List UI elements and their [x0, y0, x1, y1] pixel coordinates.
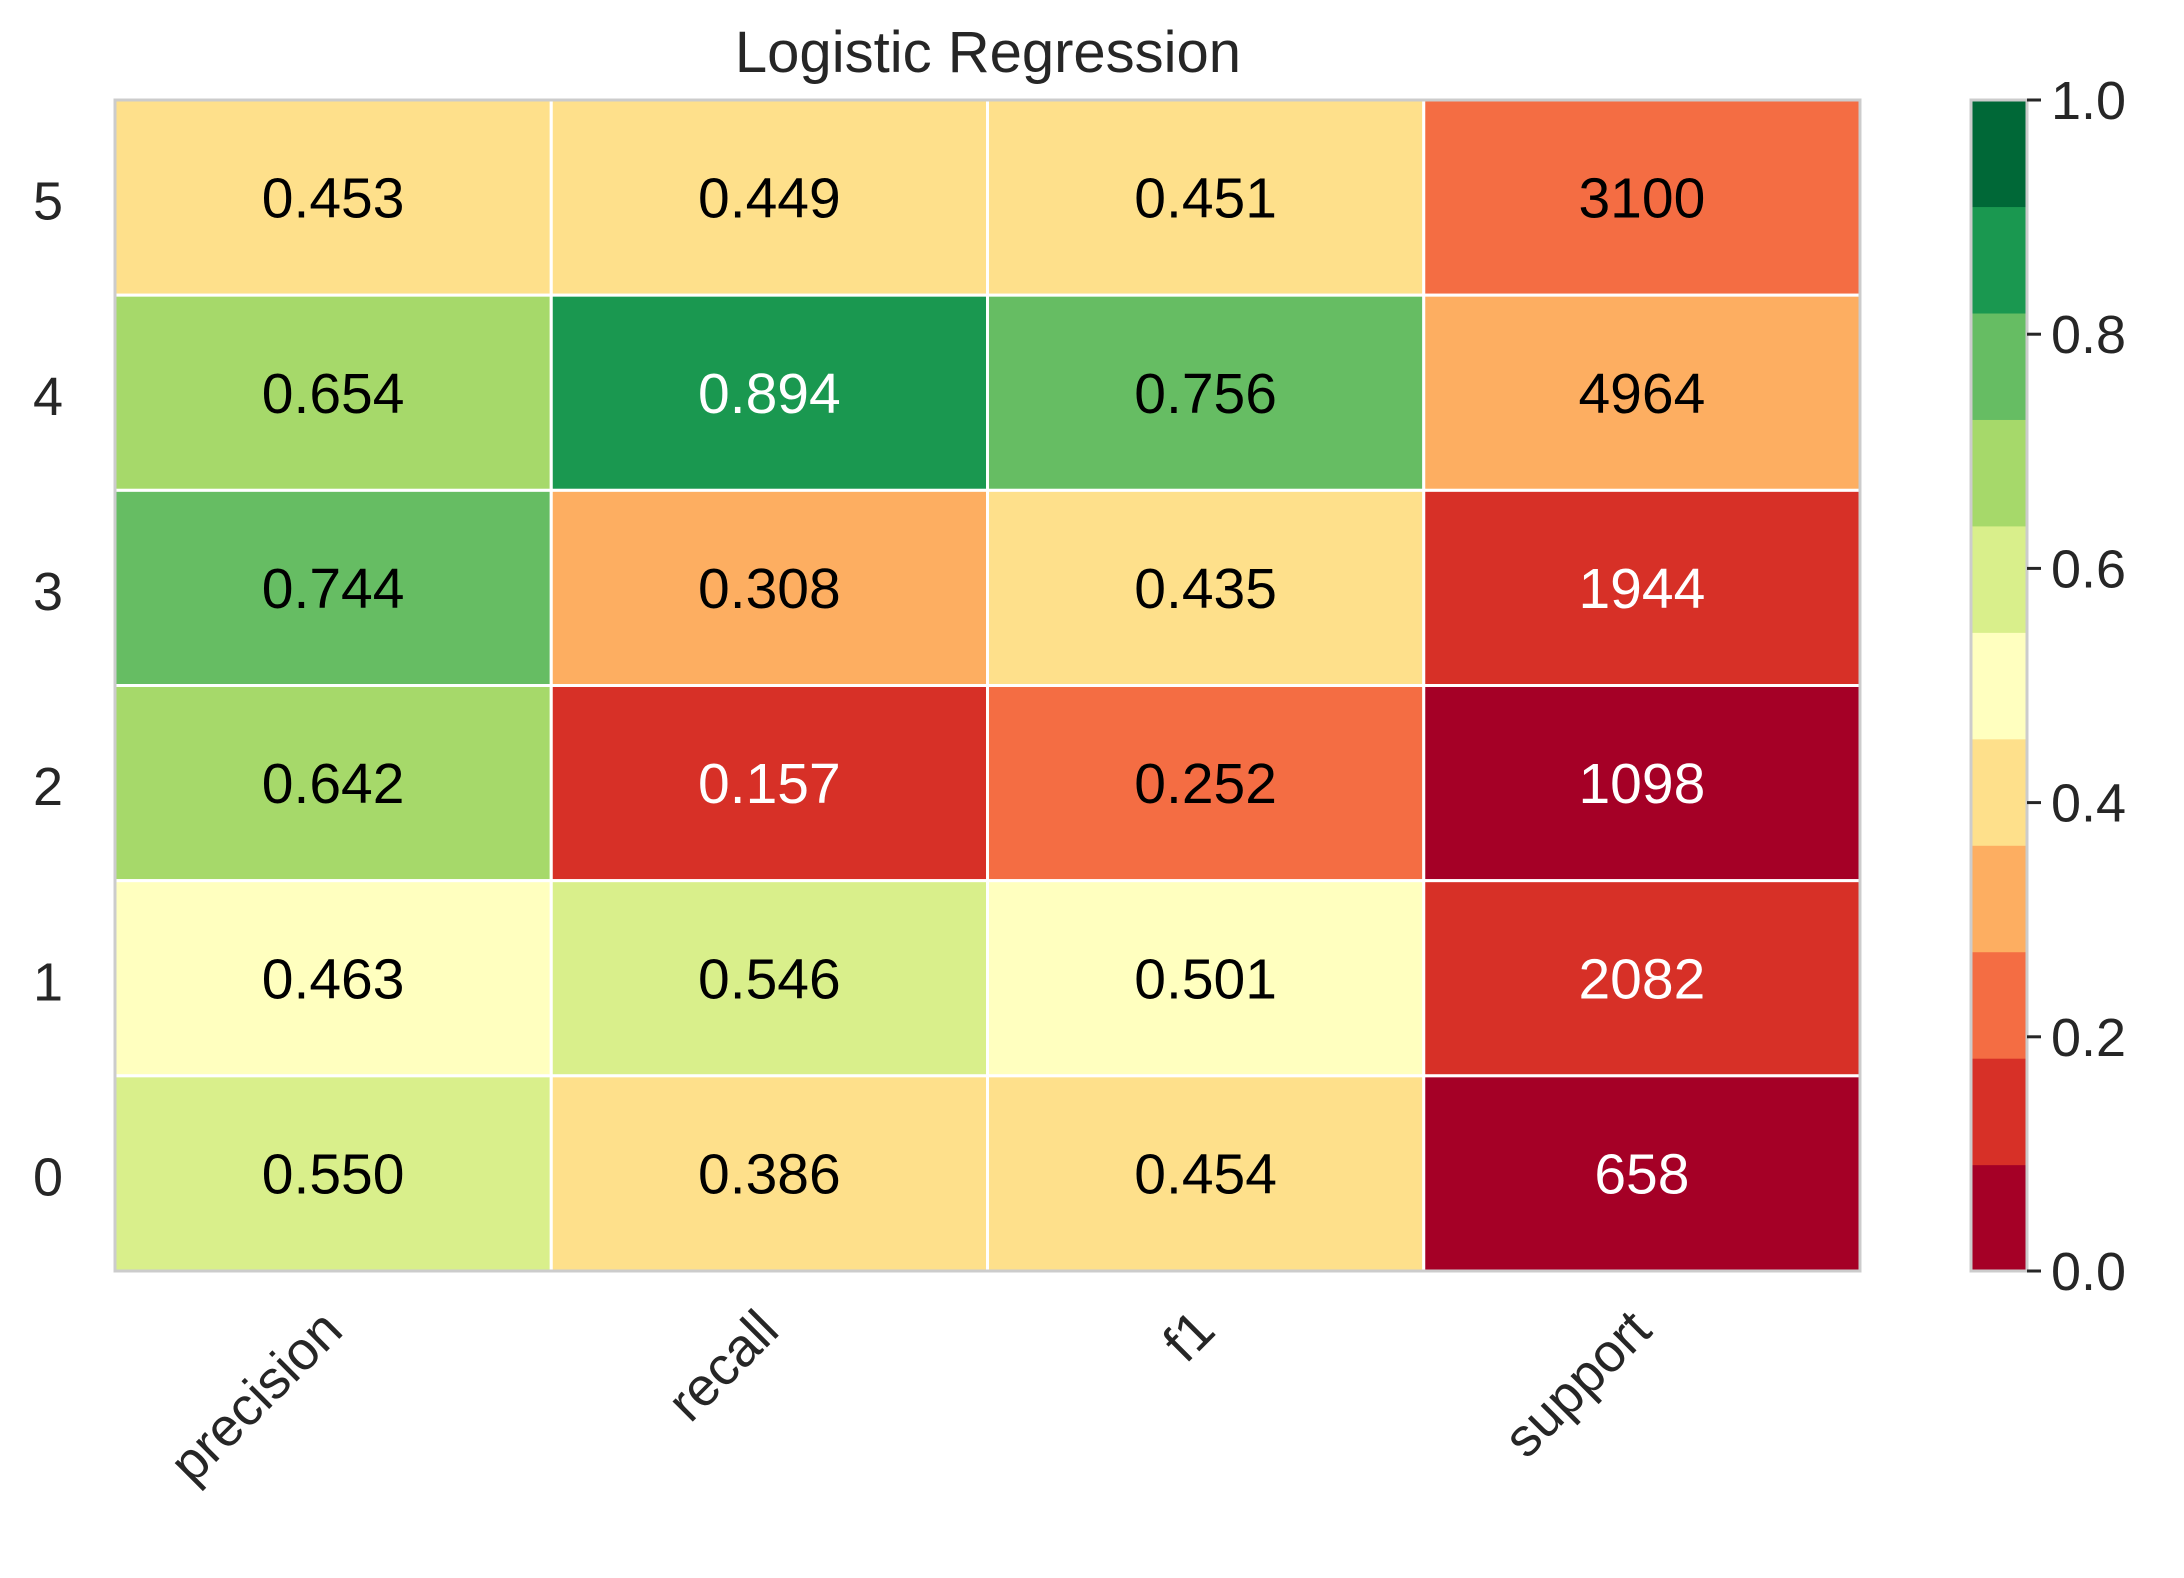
cell-value-label: 1944: [1578, 557, 1705, 621]
cell-value-label: 0.654: [262, 362, 405, 426]
y-tick-label: 3: [33, 562, 63, 622]
heatmap-cell: [549, 98, 989, 297]
heatmap-cell: [113, 1074, 553, 1273]
heatmap-cell: [113, 293, 553, 492]
colorbar-frame: [1969, 98, 2029, 1273]
colorbar-segment: [1971, 100, 2027, 208]
plot-frame: [113, 98, 1862, 1273]
heatmap-cell: [113, 98, 553, 297]
colorbar-segment: [1971, 632, 2027, 740]
y-tick-label: 2: [33, 757, 63, 817]
cell-value-label: 2082: [1578, 947, 1705, 1011]
heatmap-cells: 0.453 0.449 0.451 3100 0.654 0.894 0.756 4964 0.…: [113, 98, 1862, 1273]
colorbar-segment: [1971, 206, 2027, 314]
x-tick-label: recall: [656, 1299, 790, 1433]
cell-value-label: 0.642: [262, 752, 405, 816]
colorbar-tick-label: 0.0: [2051, 1242, 2126, 1302]
y-tick-label: 5: [33, 172, 63, 232]
cell-value-label: 0.454: [1134, 1142, 1277, 1206]
cell-value-label: 0.453: [262, 167, 405, 231]
x-tick-label: precision: [158, 1299, 353, 1494]
heatmap-cell: [986, 1074, 1426, 1273]
heatmap-cell: [1422, 293, 1862, 492]
colorbar-segment: [1971, 845, 2027, 953]
colorbar: 0.0 0.2 0.4 0.6 0.8 1.0: [1969, 71, 2126, 1302]
cell-value-label: 0.501: [1134, 947, 1277, 1011]
heatmap-cell: [986, 684, 1426, 883]
colorbar-tick-label: 0.6: [2051, 539, 2126, 599]
y-tick-label: 1: [33, 952, 63, 1012]
heatmap-cell: [549, 293, 989, 492]
cell-value-label: 0.550: [262, 1142, 405, 1206]
heatmap-cell: [986, 879, 1426, 1078]
chart-title: Logistic Regression: [735, 20, 1241, 85]
colorbar-tick-label: 1.0: [2051, 71, 2126, 131]
cell-value-label: 0.252: [1134, 752, 1277, 816]
colorbar-segment: [1971, 419, 2027, 527]
cell-value-label: 0.894: [698, 362, 841, 426]
x-tick-labels: precision recall f1 support: [158, 1299, 1662, 1494]
colorbar-segment: [1971, 738, 2027, 846]
cell-value-label: 658: [1594, 1142, 1689, 1206]
y-tick-label: 0: [33, 1147, 63, 1207]
cell-value-label: 0.435: [1134, 557, 1277, 621]
y-tick-label: 4: [33, 367, 63, 427]
cell-value-label: 3100: [1578, 167, 1705, 231]
heatmap-cell: [1422, 98, 1862, 297]
colorbar-segment: [1971, 312, 2027, 420]
heatmap-cell: [1422, 879, 1862, 1078]
colorbar-tick-label: 0.8: [2051, 305, 2126, 365]
x-tick-label: support: [1493, 1299, 1663, 1469]
cell-value-label: 0.451: [1134, 167, 1277, 231]
cell-value-label: 0.756: [1134, 362, 1277, 426]
colorbar-segment: [1971, 951, 2027, 1059]
cell-value-label: 0.157: [698, 752, 841, 816]
heatmap-cell: [549, 879, 989, 1078]
y-tick-labels: 5 4 3 2 1 0: [33, 172, 63, 1208]
heatmap-cell: [1422, 488, 1862, 688]
cell-value-label: 0.386: [698, 1142, 841, 1206]
heatmap-cell: [113, 879, 553, 1078]
cell-value-label: 0.463: [262, 947, 405, 1011]
heatmap-cell: [113, 684, 553, 883]
colorbar-segment: [1971, 1058, 2027, 1166]
colorbar-tick-label: 0.4: [2051, 774, 2126, 834]
heatmap-cell: [549, 1074, 989, 1273]
cell-value-label: 1098: [1578, 752, 1705, 816]
cell-value-label: 0.308: [698, 557, 841, 621]
cell-value-label: 4964: [1578, 362, 1705, 426]
colorbar-segment: [1971, 1164, 2027, 1272]
cell-value-label: 0.449: [698, 167, 841, 231]
colorbar-tick-label: 0.2: [2051, 1008, 2126, 1068]
heatmap-cell: [549, 488, 989, 688]
colorbar-segment: [1971, 525, 2027, 633]
heatmap-cell: [549, 684, 989, 883]
x-tick-label: f1: [1152, 1299, 1226, 1373]
cell-value-label: 0.744: [262, 557, 405, 621]
cell-value-label: 0.546: [698, 947, 841, 1011]
heatmap-cell: [1422, 684, 1862, 883]
